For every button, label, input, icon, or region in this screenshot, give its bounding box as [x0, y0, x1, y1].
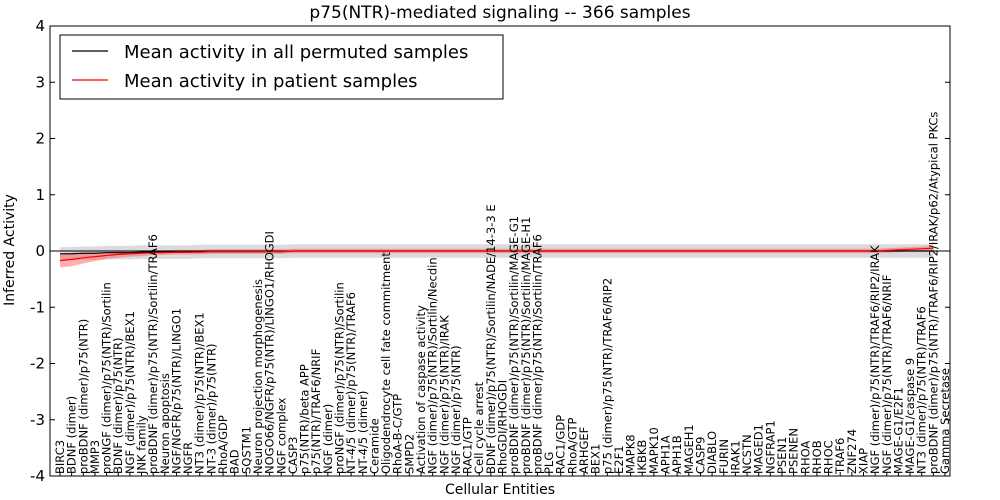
- x-tick-label: RHOB: [810, 440, 824, 474]
- x-tick-label: proNGF (dimer)/p75(NTR)/Sortilin: [100, 282, 114, 474]
- x-tick-label: TRAF6: [833, 438, 847, 475]
- legend-box: [59, 34, 504, 100]
- x-tick-label: PLG: [542, 452, 556, 474]
- x-tick-label: MAGE-G1/caspase 9: [903, 358, 917, 474]
- x-tick-label: RHOA: [798, 441, 812, 474]
- x-tick-label: BAD: [228, 449, 242, 474]
- legend-label-permuted: Mean activity in all permuted samples: [124, 42, 468, 63]
- x-tick-label: Neuron projection morphogenesis: [251, 279, 265, 474]
- x-tick-label: NGF (dimer)/p75(NTR): [449, 345, 463, 474]
- x-tick-label: RHOC: [822, 440, 836, 474]
- x-tick-label: proBDNF (dimer)/p75(NTR)/TRAF6/RIP2/IRAK…: [926, 112, 940, 474]
- x-tick-label: Oligodendrocyte cell fate commitment: [379, 252, 393, 474]
- x-tick-label: MAPK10: [647, 427, 661, 474]
- x-tick-label: JNK family: [135, 415, 149, 475]
- x-tick-label: Gamma Secretase: [938, 368, 952, 474]
- x-tick-label: SQSTM1: [239, 426, 253, 474]
- x-tick-label: FURIN: [717, 439, 731, 474]
- x-tick-label: RhoA-B-C/GTP: [391, 394, 405, 474]
- x-tick-label: NT-4/5 (dimer): [356, 391, 370, 474]
- x-tick-label: ARHGEF: [577, 427, 591, 474]
- x-tick-label: MAGED1: [752, 424, 766, 474]
- x-tick-label: PSEN1: [775, 437, 789, 474]
- x-tick-label: BDNF (dimer)/p75(NTR)/Sortilin/NADE/14-3…: [484, 204, 498, 474]
- x-tick-label: SMPD2: [402, 434, 416, 474]
- y-tick-label: 1: [35, 186, 45, 204]
- x-tick-label: proBDNF (dimer)/p75(NTR)/Sortilin/MAGE-H…: [519, 217, 533, 474]
- y-tick-label: -3: [30, 411, 45, 429]
- y-tick-label: 3: [35, 73, 45, 91]
- x-tick-label: NGF (dimer)/p75(NTR)/Sortilin/Necdin: [426, 257, 440, 474]
- permuted-band: [60, 244, 934, 261]
- x-tick-label: Activation of caspase activity: [414, 305, 428, 474]
- x-tick-label: RhoA/GTP: [565, 417, 579, 474]
- x-tick-label: NGF/NGFR/p75(NTR)/LINGO1: [169, 308, 183, 474]
- x-tick-label: RAC1/GTP: [461, 417, 475, 474]
- x-tick-label: CASP9: [694, 437, 708, 474]
- x-tick-label: IRAK1: [728, 440, 742, 474]
- x-tick-label: APH1A: [659, 435, 673, 474]
- x-tick-label: proBDNF (dimer)/p75(NTR): [76, 319, 90, 474]
- x-tick-label: p75(NTR)/TRAF6/NRIF: [309, 349, 323, 474]
- x-tick-label: RhoA/GDP: [216, 415, 230, 474]
- x-tick-label: Neuron apoptosis: [158, 373, 172, 474]
- x-tick-label: NGF complex: [274, 397, 288, 474]
- x-tick-label: BDNF (dimer)/p75(NTR): [111, 337, 125, 474]
- x-tick-label: IKBKB: [635, 440, 649, 474]
- x-tick-label: NGF (dimer): [321, 404, 335, 474]
- x-tick-label: Cell cycle arrest: [472, 381, 486, 474]
- x-tick-label: p75(NTR)/beta APP: [298, 364, 312, 474]
- x-tick-label: BIRC3: [53, 440, 67, 474]
- y-tick-label: -2: [30, 355, 45, 373]
- y-axis-label: Inferred Activity: [2, 194, 18, 306]
- x-tick-label: NGFR: [181, 442, 195, 474]
- x-tick-label: NGF (dimer)/p75(NTR)/TRAF6/NRIF: [880, 275, 894, 474]
- x-tick-label: APH1B: [670, 435, 684, 474]
- x-tick-label: NGF (dimer)/p75(NTR)/IRAK: [437, 315, 451, 474]
- y-tick-label: 2: [35, 130, 45, 148]
- chart-title: p75(NTR)-mediated signaling -- 366 sampl…: [309, 3, 690, 23]
- x-tick-label: p75 (dimer)/p75(NTR)/TRAF6/RIP2: [600, 278, 614, 474]
- x-tick-label: NCSTN: [740, 434, 754, 474]
- x-tick-label: NGFRAP1: [763, 420, 777, 474]
- x-tick-label: ZNF274: [845, 429, 859, 474]
- x-tick-label: RhoGDI/RHOGDI: [496, 380, 510, 474]
- x-tick-label: NT-3 (dimer)/p75(NTR): [204, 343, 218, 474]
- x-tick-label: NGF (dimer)/p75(NTR)/BEX1: [123, 311, 137, 474]
- y-tick-label: -1: [30, 298, 45, 316]
- x-tick-label: NT-4/5 (dimer)/p75(NTR)/TRAF6: [344, 292, 358, 474]
- legend-label-patient: Mean activity in patient samples: [124, 71, 418, 92]
- x-tick-label: BDNF (dimer): [65, 396, 79, 474]
- x-tick-label: NGF (dimer)/p75(NTR)/TRAF6/RIP2/IRAK: [868, 245, 882, 474]
- y-tick-label: 0: [35, 242, 45, 260]
- x-tick-label: XIAP: [857, 448, 871, 474]
- x-axis-label: Cellular Entities: [445, 482, 555, 498]
- legend: Mean activity in all permuted samples Me…: [59, 34, 504, 100]
- x-tick-label: DIABLO: [705, 431, 719, 474]
- x-tick-label: NOGO66/NGFR/p75(NTR)/LINGO1/RHOGDI: [263, 231, 277, 474]
- x-tick-label: MAPK8: [624, 434, 638, 474]
- x-tick-label: RAC1/GDP: [554, 415, 568, 474]
- y-tick-label: 4: [35, 17, 45, 35]
- y-tick-label: -4: [30, 467, 45, 485]
- x-tick-label: proBDNF (dimer)/p75(NTR)/Sortilin/TRAF6: [146, 234, 160, 474]
- x-tick-label: Ceramide: [367, 418, 381, 474]
- x-tick-label: MMP3: [88, 440, 102, 474]
- x-tick-label: MAGE-G1/E2F1: [891, 387, 905, 474]
- x-tick-label: NT3 (dimer)/p75(NTR)/BEX1: [193, 312, 207, 474]
- x-tick-label: PSENEN: [787, 428, 801, 474]
- x-tick-label: proBDNF (dimer)/p75(NTR)/Sortilin/MAGE-G…: [507, 216, 521, 474]
- x-tick-label: MAGEH1: [682, 424, 696, 474]
- x-tick-label: proNGF (dimer)/p75(NTR)/Sortilin: [333, 282, 347, 474]
- x-tick-label: proBDNF (dimer)/p75(NTR)/Sortilin/TRAF6: [530, 234, 544, 474]
- x-tick-label: E2F1: [612, 445, 626, 474]
- series-line-1: [59, 247, 934, 262]
- x-tick-label: BEX1: [589, 444, 603, 474]
- x-tick-label: CASP3: [286, 437, 300, 474]
- x-tick-label: NT3 (dimer)/p75(NTR)/TRAF6: [915, 306, 929, 474]
